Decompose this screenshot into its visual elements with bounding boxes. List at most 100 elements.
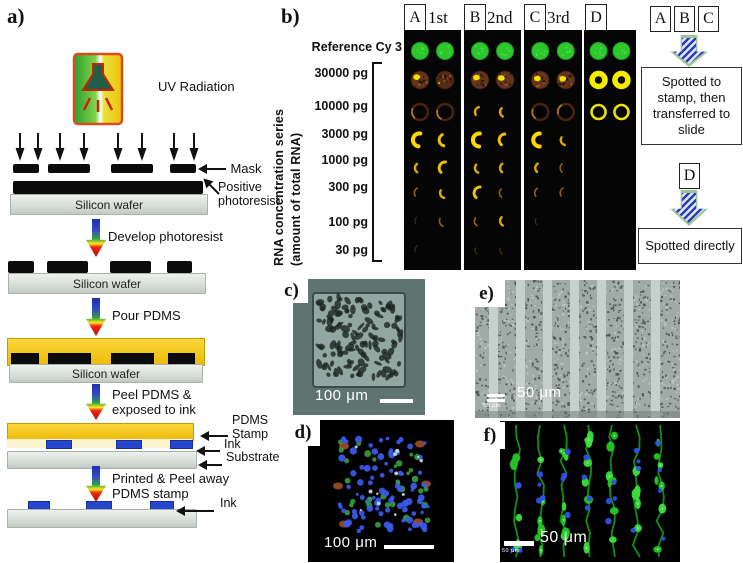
column-ordinal-2nd: 2nd — [487, 8, 513, 27]
pour-label: Pour PDMS — [112, 308, 181, 323]
legend-letter-C: C — [698, 6, 719, 32]
phase-contrast-stripes-micrograph — [475, 280, 683, 420]
panel-c-scale-text: 100 μm — [315, 387, 369, 404]
silicon-wafer-3: Silicon wafer — [9, 364, 203, 383]
concentration-30pg: 30 pg — [335, 243, 368, 257]
left-arrow-icon — [198, 459, 222, 470]
hatched-down-arrow-icon — [670, 35, 708, 67]
panel-a-label: a) — [7, 4, 25, 28]
column-header-A: A — [404, 4, 426, 31]
panel-d-image: d) 100 μm — [286, 420, 454, 562]
panel-d-scale-text: 100 μm — [324, 534, 378, 551]
printed-substrate — [7, 509, 197, 528]
column-header-C: C — [524, 4, 546, 31]
panel-d-label-box: d) — [286, 420, 320, 446]
column-ordinal-1st: 1st — [428, 8, 448, 27]
panel-f-scale-bar — [504, 541, 534, 546]
substrate-slab — [7, 451, 197, 469]
ink-pad — [116, 440, 142, 449]
panel-f-image: f) 50 μm 50 μm — [475, 421, 680, 562]
concentration-100pg: 100 pg — [328, 215, 368, 229]
panel-f-label: f) — [483, 424, 497, 446]
panel-f-scale-text: 50 μm — [540, 529, 588, 546]
panel-f-label-box: f) — [475, 422, 505, 449]
concentration-30000pg: 30000 pg — [314, 66, 368, 80]
column-header-B: B — [464, 4, 486, 31]
panel-e-image: e) 50 μm 50 μm — [468, 280, 683, 420]
mask-label: Mask — [230, 161, 262, 176]
process-arrow-icon — [86, 466, 106, 502]
panel-b-label: b) — [281, 4, 300, 28]
resist-segment — [110, 261, 151, 273]
uv-exposure-arrows-icon — [15, 133, 199, 161]
process-arrow-icon — [86, 384, 106, 420]
panel-e-scale-bar — [487, 394, 505, 397]
process-arrow-icon — [86, 298, 106, 336]
microarray-panel-D — [584, 30, 636, 270]
concentration-10000pg: 10000 pg — [314, 99, 368, 113]
panel-e-scale-text-small: 50 μm — [483, 403, 501, 409]
photoresist-layer — [13, 181, 203, 194]
panel-c-label-box: c) — [275, 278, 308, 303]
panel-e-scale-bar — [487, 399, 505, 402]
hatched-down-arrow-icon — [670, 190, 708, 226]
stamp-callout — [200, 427, 228, 445]
silicon-wafer-2: Silicon wafer — [8, 273, 206, 294]
develop-label: Develop photoresist — [108, 229, 223, 244]
panel-c-image: c) 100 μm — [275, 278, 425, 415]
panel-e-label: e) — [479, 282, 494, 304]
silicon-wafer-1: Silicon wafer — [10, 194, 208, 215]
panel-e-scale-text: 50 μm — [517, 384, 562, 401]
column-header-D: D — [585, 4, 607, 31]
pdms-stamp-label: PDMS Stamp — [232, 413, 269, 442]
substrate-callout — [198, 456, 222, 474]
panel-e-label-box: e) — [468, 280, 505, 307]
legend-letter-B: B — [674, 6, 695, 32]
process-arrow-icon — [86, 219, 106, 257]
legend-letter-A: A — [650, 6, 671, 32]
uv-lamp-icon — [72, 52, 124, 126]
left-arrow-icon — [176, 505, 214, 516]
silicon-wafer-3-label: Silicon wafer — [71, 366, 141, 381]
concentration-300pg: 300 pg — [328, 180, 368, 194]
fluorescence-square-micrograph — [308, 420, 454, 562]
resist-segment — [8, 261, 34, 273]
mask-segment — [111, 164, 153, 173]
panel-c-scale-bar — [380, 399, 413, 403]
microarray-panel-B — [464, 30, 521, 270]
fluorescence-stripes-micrograph — [500, 421, 680, 562]
uv-radiation-label: UV Radiation — [158, 79, 235, 94]
series-bracket — [372, 62, 382, 262]
pdms-cast-layer — [7, 338, 205, 366]
printed-label: Printed & Peel away PDMS stamp — [112, 471, 230, 501]
legend-d-caption: Spotted directly — [638, 228, 742, 264]
resist-segment — [167, 261, 192, 273]
mask-segment — [170, 164, 196, 173]
reference-cy3-label: Reference Cy 3 — [311, 40, 402, 54]
panel-d-label: d) — [294, 422, 312, 443]
panel-c-label: c) — [284, 279, 299, 301]
stamp-underside — [7, 439, 193, 449]
legend-abc-caption: Spotted to stamp, then transferred to sl… — [641, 67, 742, 145]
left-arrow-icon — [196, 445, 220, 456]
concentration-1000pg: 1000 pg — [321, 153, 368, 167]
ink-callout-2 — [176, 502, 214, 520]
silicon-wafer-2-label: Silicon wafer — [72, 276, 142, 291]
microarray-panel-A — [404, 30, 461, 270]
concentration-3000pg: 3000 pg — [321, 127, 368, 141]
mask-segment — [48, 164, 90, 173]
ink-pad — [170, 440, 193, 449]
ink-callout — [196, 442, 220, 460]
ink-label-1: Ink — [224, 437, 241, 451]
photoresist-label: Positive photoresist — [218, 180, 280, 209]
resist-segment — [47, 261, 88, 273]
phase-contrast-square-micrograph — [293, 279, 425, 415]
silicon-wafer-1-label: Silicon wafer — [74, 197, 144, 212]
left-arrow-icon — [198, 163, 226, 174]
mask-segment — [13, 164, 39, 173]
peel-label: Peel PDMS & exposed to ink — [112, 387, 196, 417]
panel-f-scale-text-small: 50 μm — [502, 548, 520, 554]
substrate-label: Substrate — [226, 450, 280, 464]
panel-d-scale-bar — [384, 545, 434, 549]
